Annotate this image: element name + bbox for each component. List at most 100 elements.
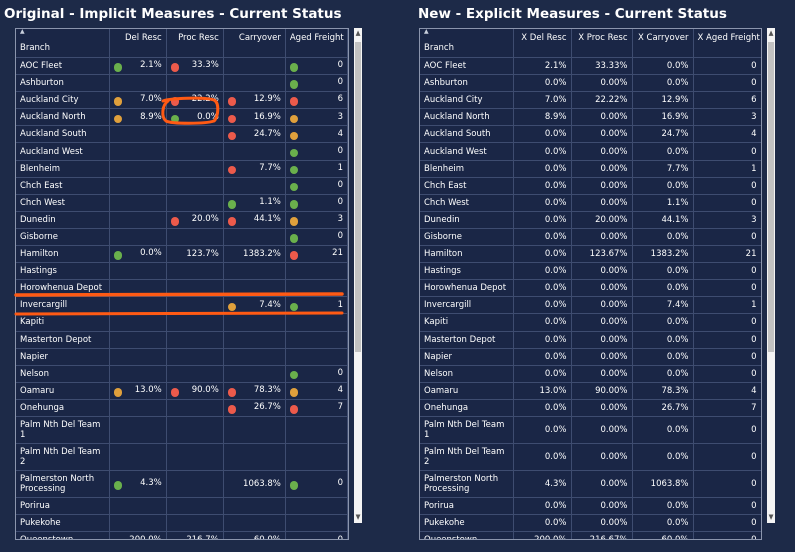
del-value: 0.0% <box>544 197 567 208</box>
table-row[interactable]: Chch West 1.1% 0 <box>16 194 348 212</box>
table-row[interactable]: AOC Fleet 2.1% 33.3% 0 <box>16 57 348 76</box>
table-row[interactable]: Napier <box>16 348 348 366</box>
table-row[interactable]: Kapiti <box>16 313 348 332</box>
left-col-header-2[interactable]: Proc Resc <box>166 29 224 58</box>
table-row[interactable]: Chch East 0 <box>16 177 348 195</box>
table-row[interactable]: Auckland City 7.0% 22.2% 12.9% 6 <box>16 91 348 110</box>
table-row[interactable]: Porirua <box>16 497 348 516</box>
scroll-down-icon[interactable]: ▼ <box>355 513 361 521</box>
aged-cell <box>285 331 348 349</box>
table-row[interactable]: Palm Nth Del Team 2 0.0% 0.00% 0.0% 0 <box>420 443 761 471</box>
table-row[interactable]: Invercargill 7.4% 1 <box>16 296 348 315</box>
del-value: 8.9% <box>544 112 567 123</box>
aged-cell: 0 <box>693 331 761 349</box>
table-row[interactable]: Nelson 0 <box>16 365 348 383</box>
table-row[interactable]: Oamaru 13.0% 90.0% 78.3% 4 <box>16 382 348 400</box>
right-col-header-3[interactable]: X Carryover <box>632 29 694 58</box>
left-scrollbar[interactable]: ▲ ▼ <box>354 28 362 523</box>
carry-cell <box>223 443 286 471</box>
table-row[interactable]: Auckland West 0 <box>16 142 348 161</box>
table-row[interactable]: Kapiti 0.0% 0.00% 0.0% 0 <box>420 313 761 332</box>
table-row[interactable]: Auckland City 7.0% 22.22% 12.9% 6 <box>420 91 761 110</box>
proc-cell: 0.00% <box>571 177 633 195</box>
table-row[interactable]: Onehunga 26.7% 7 <box>16 399 348 417</box>
proc-value: 22.22% <box>595 95 628 106</box>
right-col-header-4[interactable]: X Aged Freight <box>693 29 761 58</box>
table-row[interactable]: Palm Nth Del Team 1 <box>16 416 348 444</box>
table-row[interactable]: Oamaru 13.0% 90.00% 78.3% 4 <box>420 382 761 400</box>
table-row[interactable]: Pukekohe 0.0% 0.00% 0.0% 0 <box>420 514 761 533</box>
del-cell: 4.3% <box>109 470 167 498</box>
scroll-down-icon[interactable]: ▼ <box>768 513 774 521</box>
table-row[interactable]: Masterton Depot <box>16 331 348 349</box>
proc-cell: 0.00% <box>571 331 633 349</box>
table-row[interactable]: Queenstown 200.0% 216.67% 60.0% 0 <box>420 531 761 539</box>
table-row[interactable]: Horowhenua Depot 0.0% 0.00% 0.0% 0 <box>420 279 761 298</box>
branch-cell: Masterton Depot <box>420 331 514 349</box>
table-row[interactable]: Invercargill 0.0% 0.00% 7.4% 1 <box>420 296 761 315</box>
right-col-header-1[interactable]: X Del Resc <box>513 29 572 58</box>
table-row[interactable]: Palm Nth Del Team 2 <box>16 443 348 471</box>
table-row[interactable]: Chch East 0.0% 0.00% 0.0% 0 <box>420 177 761 195</box>
table-row[interactable]: Hastings 0.0% 0.00% 0.0% 0 <box>420 262 761 281</box>
table-row[interactable]: AOC Fleet 2.1% 33.33% 0.0% 0 <box>420 57 761 76</box>
table-row[interactable]: Hastings <box>16 262 348 281</box>
left-col-header-0[interactable]: ▲ Branch <box>16 29 110 58</box>
table-row[interactable]: Auckland North 8.9% 0.0% 16.9% 3 <box>16 108 348 127</box>
aged-cell: 0 <box>285 194 348 212</box>
branch-cell: Auckland City <box>16 91 110 110</box>
table-row[interactable]: Gisborne 0.0% 0.00% 0.0% 0 <box>420 228 761 247</box>
table-row[interactable]: Blenheim 7.7% 1 <box>16 160 348 178</box>
left-col-header-1[interactable]: Del Resc <box>109 29 167 58</box>
right-scrollbar[interactable]: ▲ ▼ <box>767 28 775 523</box>
table-row[interactable]: Porirua 0.0% 0.00% 0.0% 0 <box>420 497 761 516</box>
table-row[interactable]: Horowhenua Depot <box>16 279 348 298</box>
scroll-up-icon[interactable]: ▲ <box>768 29 774 37</box>
right-scroll-thumb[interactable] <box>768 42 774 352</box>
table-row[interactable]: Auckland North 8.9% 0.00% 16.9% 3 <box>420 108 761 127</box>
table-row[interactable]: Gisborne 0 <box>16 228 348 247</box>
scroll-up-icon[interactable]: ▲ <box>355 29 361 37</box>
table-row[interactable]: Ashburton 0.0% 0.00% 0.0% 0 <box>420 74 761 93</box>
del-cell <box>109 228 167 247</box>
aged-cell: 4 <box>285 125 348 144</box>
sort-ascending-icon[interactable]: ▲ <box>20 29 25 35</box>
proc-cell: 0.00% <box>571 194 633 212</box>
right-col-header-2[interactable]: X Proc Resc <box>571 29 633 58</box>
branch-cell: Queenstown <box>16 531 110 539</box>
proc-cell: 0.00% <box>571 497 633 516</box>
carry-cell <box>223 57 286 76</box>
table-row[interactable]: Hamilton 0.0% 123.67% 1383.2% 21 <box>420 245 761 264</box>
table-row[interactable]: Blenheim 0.0% 0.00% 7.7% 1 <box>420 160 761 178</box>
table-row[interactable]: Queenstown 200.0% 216.7% 60.0% 0 <box>16 531 348 539</box>
del-cell <box>109 211 167 229</box>
table-row[interactable]: Nelson 0.0% 0.00% 0.0% 0 <box>420 365 761 383</box>
table-row[interactable]: Masterton Depot 0.0% 0.00% 0.0% 0 <box>420 331 761 349</box>
table-row[interactable]: Pukekohe <box>16 514 348 533</box>
left-col-header-4[interactable]: Aged Freight <box>285 29 348 58</box>
aged-cell: 0 <box>693 57 761 76</box>
aged-cell: 4 <box>693 382 761 400</box>
table-row[interactable]: Auckland South 24.7% 4 <box>16 125 348 144</box>
left-scroll-thumb[interactable] <box>355 42 361 352</box>
table-row[interactable]: Ashburton 0 <box>16 74 348 93</box>
del-value: 200.0% <box>129 535 161 539</box>
table-row[interactable]: Auckland South 0.0% 0.00% 24.7% 4 <box>420 125 761 144</box>
right-col-header-0[interactable]: ▲ Branch <box>420 29 514 58</box>
table-row[interactable]: Palmerston North Processing 4.3% 0.00% 1063… <box>420 470 761 498</box>
table-row[interactable]: Dunedin 20.0% 44.1% 3 <box>16 211 348 229</box>
table-row[interactable]: Chch West 0.0% 0.00% 1.1% 0 <box>420 194 761 212</box>
table-row[interactable]: Hamilton 0.0% 123.7% 1383.2% 21 <box>16 245 348 264</box>
table-row[interactable]: Auckland West 0.0% 0.00% 0.0% 0 <box>420 142 761 161</box>
table-row[interactable]: Palmerston North Processing 4.3% 1063.8% 0 <box>16 470 348 498</box>
sort-ascending-icon[interactable]: ▲ <box>424 29 429 35</box>
proc-cell <box>166 514 224 533</box>
del-cell: 0.0% <box>513 228 572 247</box>
table-row[interactable]: Onehunga 0.0% 0.00% 26.7% 7 <box>420 399 761 417</box>
table-row[interactable]: Dunedin 0.0% 20.00% 44.1% 3 <box>420 211 761 229</box>
table-row[interactable]: Palm Nth Del Team 1 0.0% 0.00% 0.0% 0 <box>420 416 761 444</box>
table-row[interactable]: Napier 0.0% 0.00% 0.0% 0 <box>420 348 761 366</box>
proc-value: 123.7% <box>186 249 219 260</box>
branch-cell: Pukekohe <box>420 514 514 533</box>
left-col-header-3[interactable]: Carryover <box>223 29 286 58</box>
